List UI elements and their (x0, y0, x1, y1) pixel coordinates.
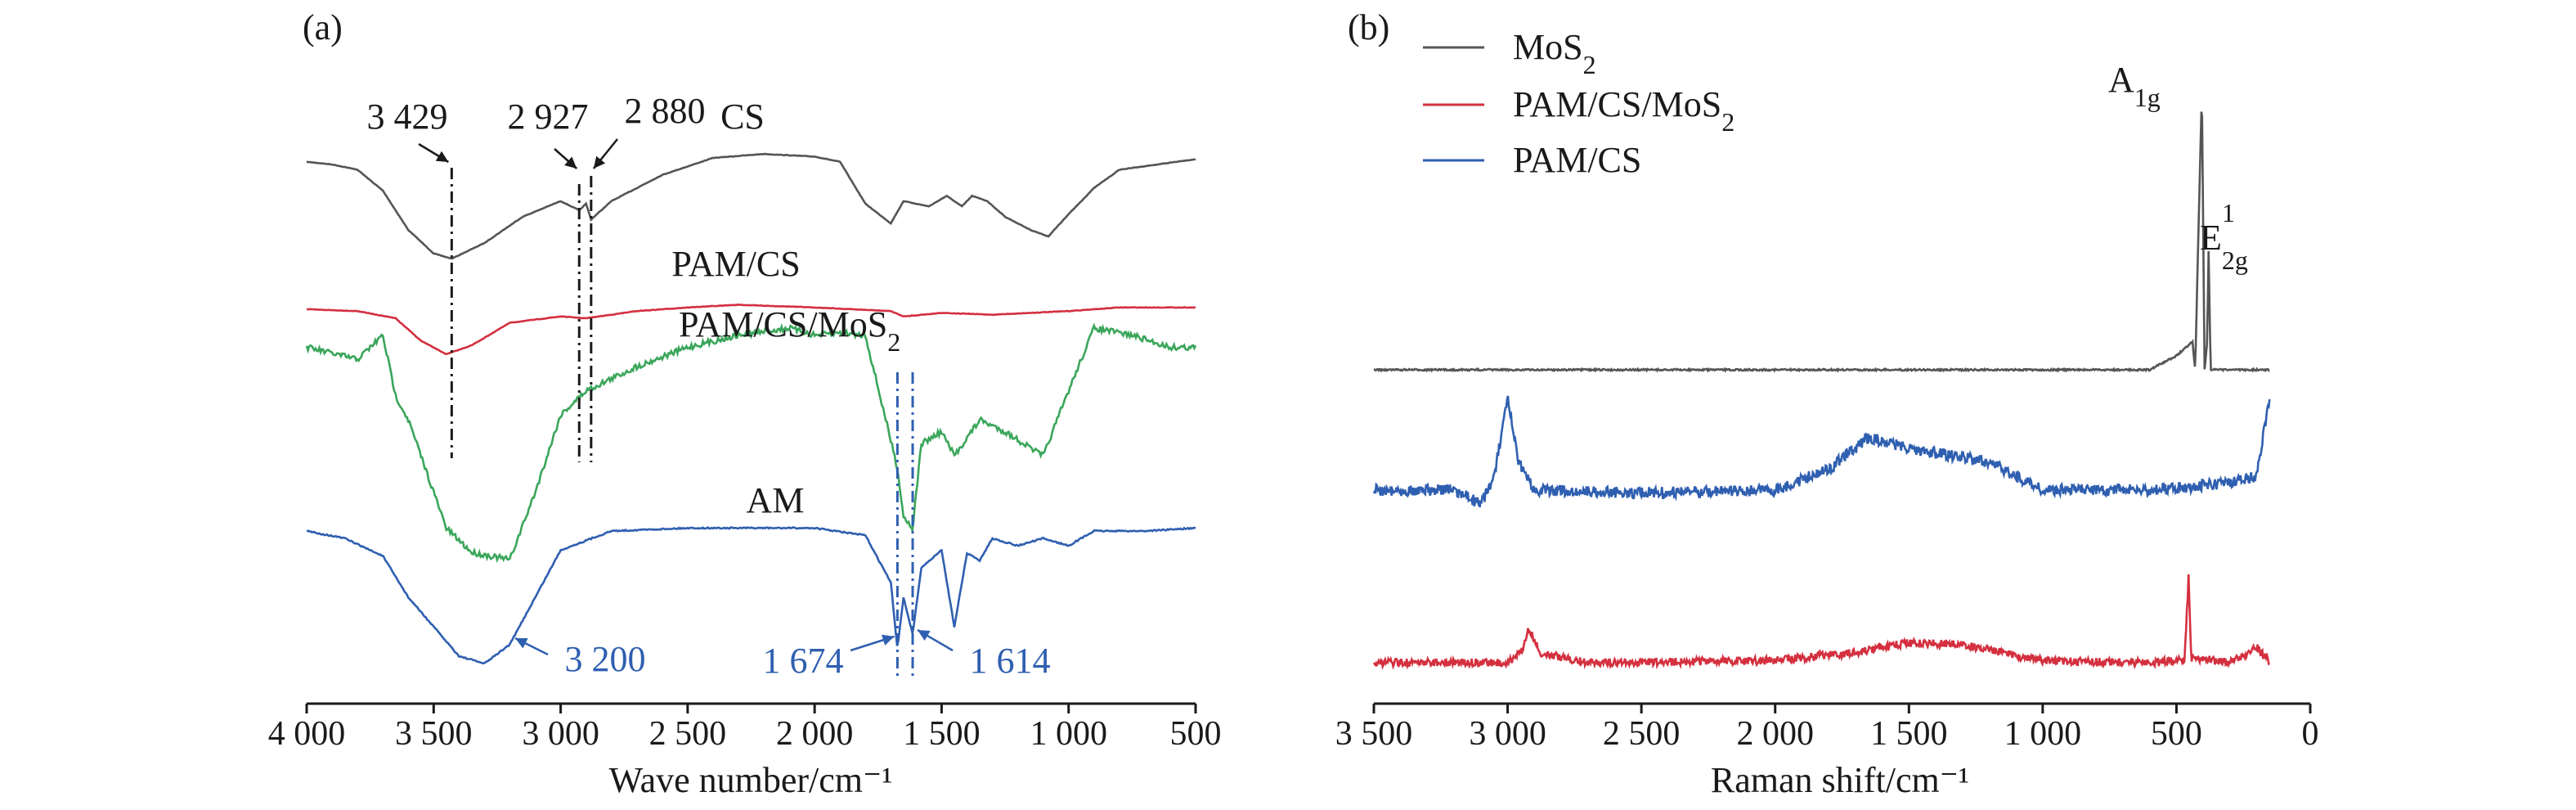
peak-label-3200: 3 200 (565, 639, 646, 679)
panel-a-label: (a) (303, 7, 343, 47)
curve-label-cs: CS (720, 97, 765, 137)
panel-a-lines (305, 152, 1197, 665)
legend-label-mos2: MoS2 (1513, 27, 1596, 79)
legend-label-pam-cs-mos2: PAM/CS/MoS2 (1513, 84, 1735, 137)
panel-a-tick-label-3500: 3 500 (395, 715, 473, 753)
peak-label-2880: 2 880 (625, 91, 706, 131)
panel-b-series-pam-cs-mos (1372, 574, 2270, 670)
panel-a-series-am (306, 525, 1196, 665)
legend-label-pam-cs: PAM/CS (1513, 140, 1641, 180)
panel-a: (a) 4 000 3 500 3 000 2 500 2 000 1 500 1 000 5… (268, 7, 1222, 800)
panel-b-tick-label-0: 0 (2302, 715, 2319, 753)
panel-a-tick-label-4000: 4 000 (268, 715, 346, 753)
panel-b-tick-label-3500: 3 500 (1335, 715, 1413, 753)
panel-b-lines (1372, 111, 2271, 670)
panel-a-tick-label-1500: 1 500 (903, 715, 981, 753)
panel-a-series-pam-cs-mos (305, 322, 1197, 564)
panel-b-tick-label-1000: 1 000 (2004, 715, 2082, 753)
peak-label-2927: 2 927 (508, 97, 589, 137)
panel-b-legend: MoS2 PAM/CS/MoS2 PAM/CS (1423, 27, 1735, 180)
panel-a-tick-label-2000: 2 000 (776, 715, 854, 753)
panel-b-x-ticks: 3 500 3 000 2 500 2 000 1 500 1 000 500 0 (1335, 704, 2319, 753)
panel-b: (b) 3 500 3 000 2 500 2 000 1 500 1 000 500 0 R… (1335, 7, 2319, 800)
arrow-1674-head (881, 634, 895, 646)
peak-label-1614: 1 614 (970, 641, 1051, 681)
panel-a-tick-label-500: 500 (1170, 715, 1222, 753)
panel-a-peak-guides (418, 138, 954, 679)
panel-b-tick-label-500: 500 (2151, 715, 2202, 753)
peak-label-e2g: E1 2g (2200, 198, 2248, 275)
panel-a-series-pam-cs (306, 303, 1196, 356)
peak-label-a1g: A1g (2108, 60, 2161, 112)
curve-label-pam-cs-mos2-main: PAM/CS/MoS (679, 304, 887, 344)
panel-b-series-mos (1373, 111, 2270, 373)
arrow-3200-head (515, 638, 528, 649)
panel-a-x-ticks: 4 000 3 500 3 000 2 500 2 000 1 500 1 000 500 (268, 704, 1222, 753)
peak-label-1674: 1 674 (763, 641, 844, 681)
panel-b-tick-label-3000: 3 000 (1469, 715, 1546, 753)
arrow-2880-head (593, 155, 606, 169)
panel-a-x-axis-title: Wave number/cm⁻¹ (609, 760, 893, 800)
curve-label-pam-cs-mos2-sub: 2 (887, 327, 900, 357)
panel-a-tick-label-1000: 1 000 (1030, 715, 1107, 753)
curve-label-pam-cs-mos2: PAM/CS/MoS2 (679, 304, 900, 357)
arrow-1614-head (918, 630, 931, 641)
panel-b-tick-label-2500: 2 500 (1603, 715, 1681, 753)
panel-b-x-axis-title: Raman shift/cm⁻¹ (1711, 760, 1969, 800)
curve-label-pam-cs: PAM/CS (671, 244, 800, 284)
panel-a-series-cs (306, 152, 1196, 260)
panel-b-label: (b) (1348, 7, 1389, 47)
peak-label-3429: 3 429 (367, 97, 448, 137)
arrow-2927-head (564, 156, 577, 169)
panel-b-tick-label-1500: 1 500 (1870, 715, 1948, 753)
curve-label-am: AM (747, 480, 805, 520)
arrow-3429-head (435, 151, 449, 162)
panel-a-tick-label-2500: 2 500 (649, 715, 727, 753)
panel-b-tick-label-2000: 2 000 (1736, 715, 1814, 753)
panel-b-series-pam-cs (1372, 395, 2271, 508)
panel-a-tick-label-3000: 3 000 (522, 715, 599, 753)
